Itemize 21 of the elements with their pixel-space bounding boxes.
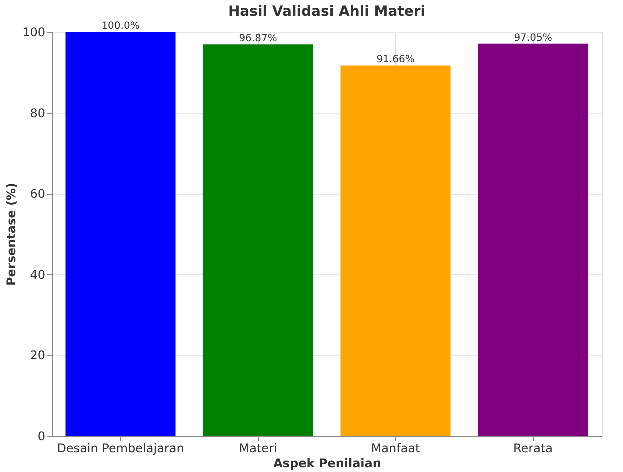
chart-title: Hasil Validasi Ahli Materi [228,4,426,20]
y-tick-label: 100 [22,26,46,40]
y-tick-label: 40 [30,268,46,282]
bar [340,66,451,436]
bar [478,44,588,436]
data-label: 96.87% [239,34,278,45]
data-label: 91.66% [376,54,415,66]
y-tick-label: 0 [38,430,46,444]
x-tick-label: Rerata [513,442,554,456]
bar [66,32,176,436]
y-tick-label: 80 [30,106,46,120]
x-tick-label: Desain Pembelajaran [57,442,184,456]
x-tick-label: Manfaat [371,442,421,456]
y-axis-title: Persentase (%) [4,183,19,286]
y-tick-label: 20 [30,348,46,363]
data-label: 100.0% [102,21,140,32]
x-axis-title: Aspek Penilaian [274,456,382,470]
x-tick-label: Materi [239,442,278,456]
bar [203,44,314,436]
data-label: 97.05% [514,32,552,44]
y-tick-label: 60 [30,187,46,202]
